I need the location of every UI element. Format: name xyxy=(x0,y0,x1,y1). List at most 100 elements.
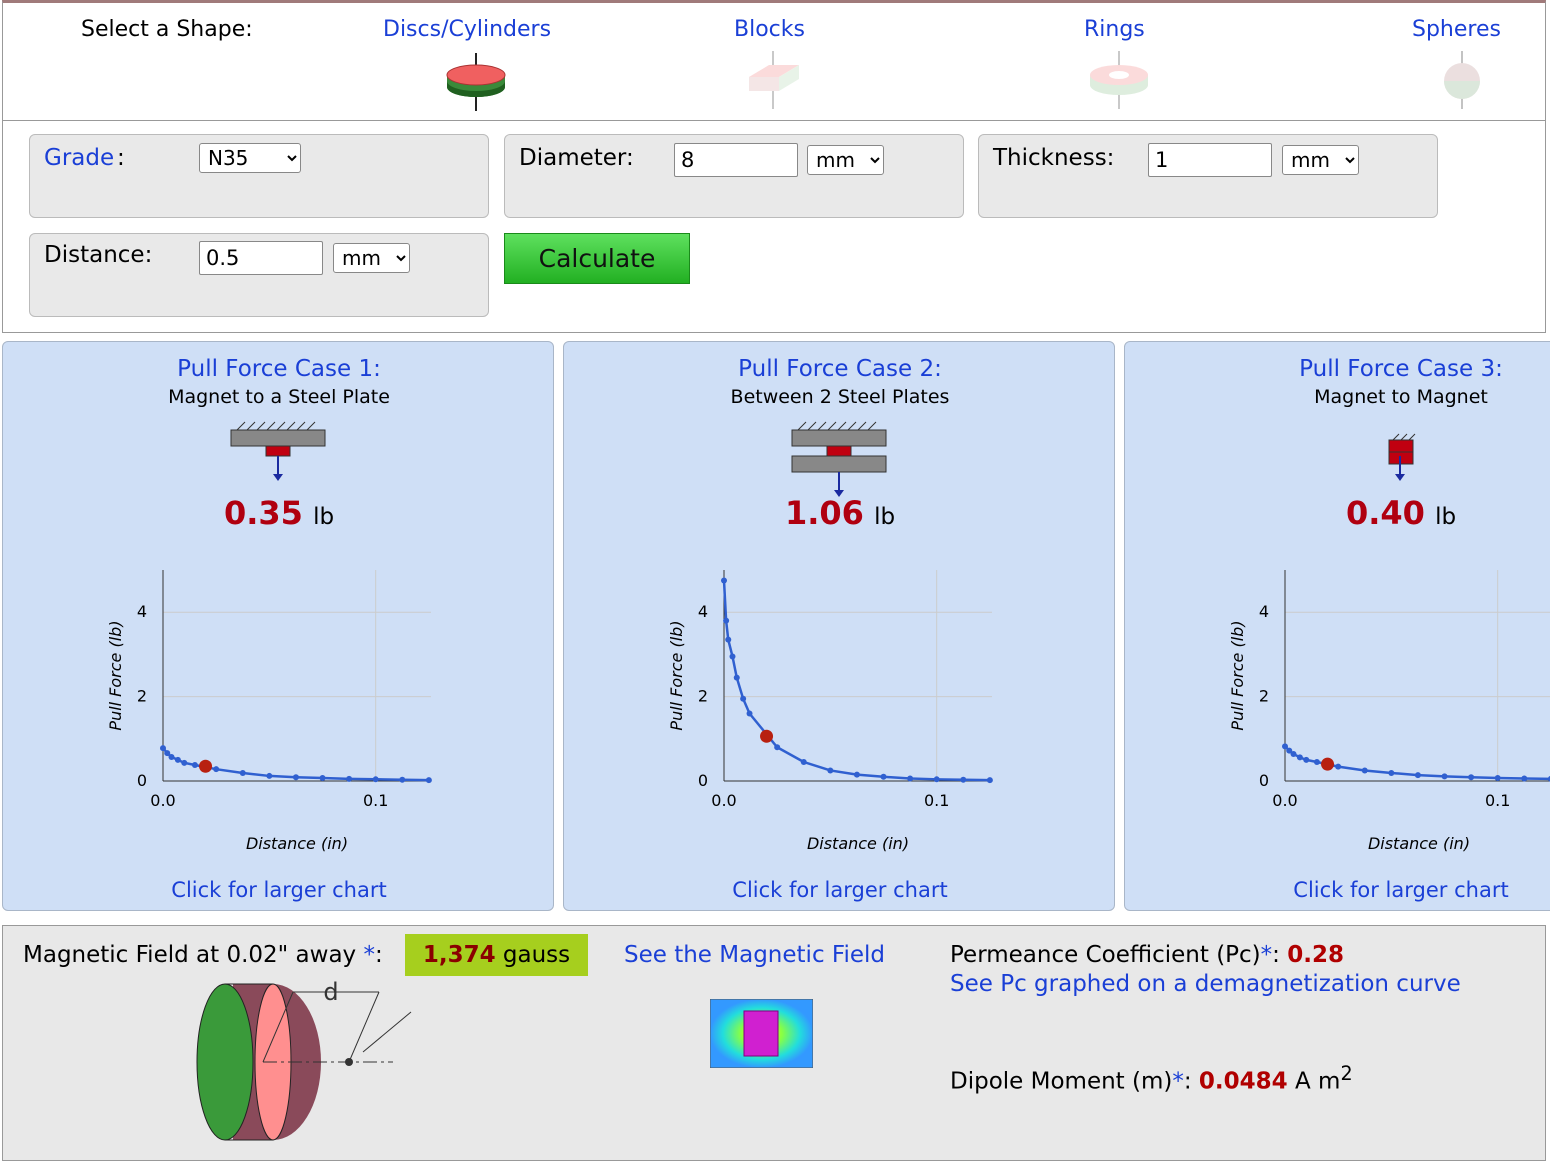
chart-link[interactable]: Click for larger chart xyxy=(732,878,948,902)
sphere-icon[interactable] xyxy=(1439,51,1485,111)
y-tick-label: 2 xyxy=(137,687,147,706)
distance-box: Distance: mm xyxy=(29,233,489,317)
diameter-label: Diameter: xyxy=(519,145,634,171)
shape-option[interactable]: Spheres xyxy=(1412,17,1501,42)
case-force: 0.40 lb xyxy=(1125,494,1550,532)
disc-icon[interactable] xyxy=(443,53,509,113)
shape-label: Select a Shape: xyxy=(81,17,253,42)
y-axis-label: Pull Force (lb) xyxy=(106,620,125,730)
calculate-button[interactable]: Calculate xyxy=(504,233,690,284)
chart-link[interactable]: Click for larger chart xyxy=(1293,878,1509,902)
y-tick-label: 0 xyxy=(698,771,708,790)
colon: : xyxy=(117,145,125,171)
colon: : xyxy=(1183,1068,1192,1095)
point xyxy=(372,776,379,783)
point xyxy=(164,750,171,757)
dimension-label: d xyxy=(323,978,338,1006)
permeance-link[interactable]: See Pc graphed on a demagnetization curv… xyxy=(950,971,1461,997)
chart: 0 2 4 0.0 0.1 Distance (in) Pull Force (lb) xyxy=(106,570,432,853)
field-link[interactable]: See the Magnetic Field xyxy=(624,942,885,968)
chart-link[interactable]: Click for larger chart xyxy=(171,878,387,902)
point xyxy=(853,771,860,778)
diameter-box: Diameter: mm xyxy=(504,134,964,218)
point xyxy=(1290,750,1297,757)
point xyxy=(1388,769,1395,776)
point xyxy=(213,766,220,773)
star[interactable]: * xyxy=(363,942,375,968)
grade-label[interactable]: Grade xyxy=(44,145,115,171)
highlight-point xyxy=(760,729,774,743)
x-tick-label: 0.1 xyxy=(363,791,388,810)
diameter-input[interactable] xyxy=(674,143,798,177)
point xyxy=(168,753,175,760)
x-tick-label: 0.1 xyxy=(924,791,949,810)
shape-option[interactable]: Discs/Cylinders xyxy=(383,17,552,42)
icon-part xyxy=(791,455,887,473)
point xyxy=(733,674,740,681)
disc-diagram: d xyxy=(196,978,412,1141)
icon-part xyxy=(1395,474,1405,481)
distance-input[interactable] xyxy=(199,241,323,275)
case-panel: Pull Force Case 3: Magnet to Magnet 0.40 l… xyxy=(1124,341,1550,911)
star[interactable]: * xyxy=(1172,1068,1184,1095)
point xyxy=(1494,775,1501,782)
grade-box: Grade: N35 xyxy=(29,134,489,218)
icon-part xyxy=(791,429,887,447)
force-value: 0.40 xyxy=(1345,494,1425,532)
point xyxy=(174,756,181,763)
field-unit: gauss xyxy=(502,942,571,968)
point xyxy=(725,636,732,643)
point xyxy=(986,777,993,784)
point xyxy=(191,761,198,768)
unit-select[interactable]: mm xyxy=(333,243,410,273)
y-tick-label: 4 xyxy=(1259,602,1269,621)
grade-select[interactable]: N35 xyxy=(199,143,301,173)
case-subtitle: Between 2 Steel Plates xyxy=(730,386,950,408)
case-title: Pull Force Case 3: xyxy=(1299,356,1503,382)
point xyxy=(292,774,299,781)
point xyxy=(1521,775,1528,782)
y-tick-label: 0 xyxy=(137,771,147,790)
y-tick-label: 0 xyxy=(1259,771,1269,790)
point xyxy=(1303,756,1310,763)
unit-select[interactable]: mm xyxy=(807,145,884,175)
point xyxy=(729,653,736,660)
point xyxy=(960,776,967,783)
icon-part xyxy=(265,445,291,457)
chart: 0 2 4 0.0 0.1 Distance (in) Pull Force (lb) xyxy=(1228,570,1550,853)
ring-icon[interactable] xyxy=(1087,51,1151,111)
force-unit: lb xyxy=(1435,504,1457,530)
point xyxy=(181,759,188,766)
thickness-input[interactable] xyxy=(1148,143,1272,177)
x-tick-label: 0.1 xyxy=(1485,791,1510,810)
permeance-value: 0.28 xyxy=(1287,942,1344,968)
point xyxy=(239,769,246,776)
permeance-line: Permeance Coefficient (Pc)*: 0.28 xyxy=(950,942,1344,968)
colon: : xyxy=(374,942,383,968)
x-tick-label: 0.0 xyxy=(711,791,736,810)
icon-part xyxy=(1392,433,1416,441)
distance-label: Distance: xyxy=(44,242,153,268)
unit-select[interactable]: mm xyxy=(1282,145,1359,175)
x-axis-label: Distance (in) xyxy=(246,834,348,853)
y-tick-label: 4 xyxy=(137,602,147,621)
block-icon[interactable] xyxy=(745,51,805,111)
icon-part xyxy=(826,445,852,457)
case-icon xyxy=(791,421,887,497)
point xyxy=(740,695,747,702)
field-image[interactable] xyxy=(710,999,813,1068)
line xyxy=(722,580,990,782)
star[interactable]: * xyxy=(1260,942,1273,968)
point xyxy=(880,773,887,780)
y-tick-label: 4 xyxy=(698,602,708,621)
shape-option[interactable]: Rings xyxy=(1084,17,1145,42)
point xyxy=(1414,772,1421,779)
point xyxy=(1547,776,1550,782)
point xyxy=(723,617,730,624)
case-subtitle: Magnet to a Steel Plate xyxy=(168,386,390,408)
shape-option[interactable]: Blocks xyxy=(734,17,805,42)
icon-part xyxy=(797,421,877,431)
point xyxy=(746,710,753,717)
point xyxy=(827,767,834,774)
point xyxy=(1441,773,1448,780)
